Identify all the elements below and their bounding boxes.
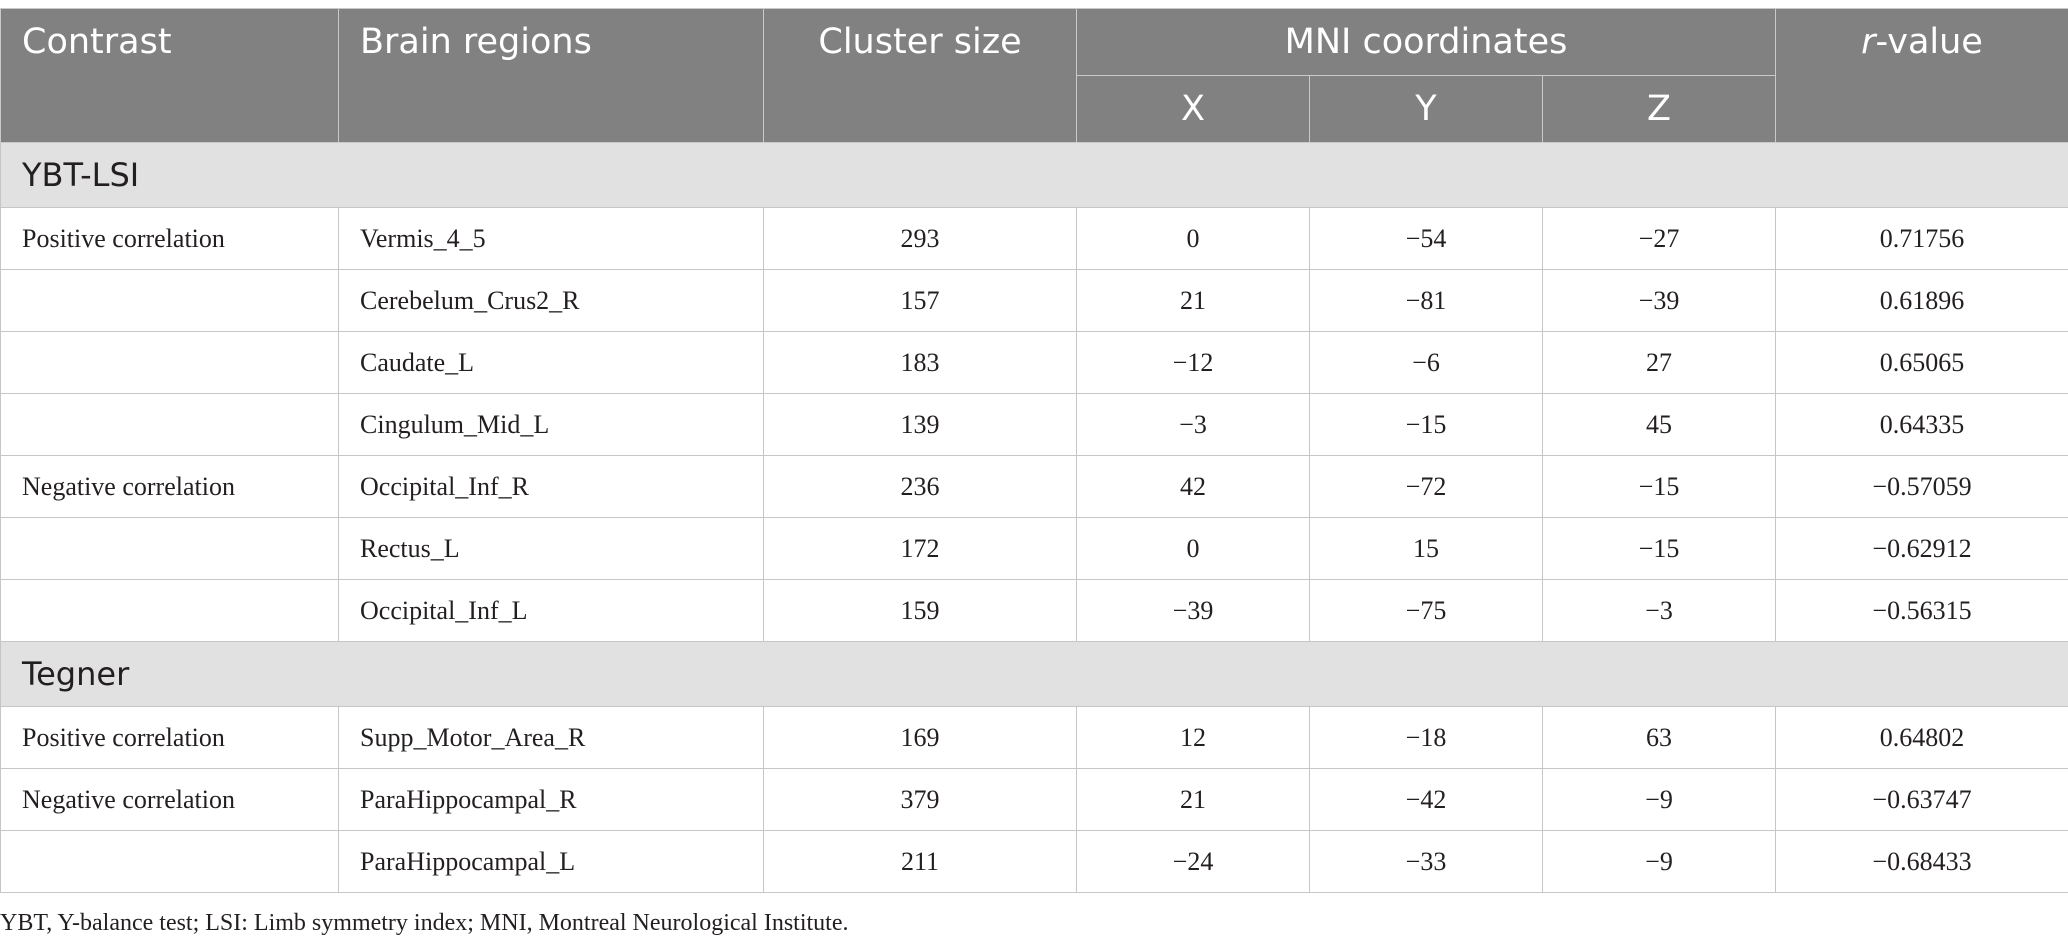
r-value-cell: −0.62912 <box>1775 517 2068 580</box>
section-row: YBT-LSI <box>0 142 2068 208</box>
brain-region-cell: Cingulum_Mid_L <box>338 393 764 456</box>
mni-z-cell: 63 <box>1542 706 1776 769</box>
mni-x-cell: 21 <box>1076 768 1310 831</box>
table-row: Caudate_L 183 −12 −6 27 0.65065 <box>0 331 2068 394</box>
table-row: ParaHippocampal_L 211 −24 −33 −9 −0.68433 <box>0 830 2068 893</box>
cluster-size-cell: 379 <box>763 768 1077 831</box>
mni-x-cell: −3 <box>1076 393 1310 456</box>
header-contrast: Contrast <box>0 8 339 143</box>
cluster-size-cell: 139 <box>763 393 1077 456</box>
contrast-cell <box>0 269 339 332</box>
r-value-cell: 0.61896 <box>1775 269 2068 332</box>
mni-y-cell: −18 <box>1309 706 1543 769</box>
cluster-size-cell: 183 <box>763 331 1077 394</box>
mni-z-cell: 45 <box>1542 393 1776 456</box>
mni-z-cell: −9 <box>1542 830 1776 893</box>
table-row: Positive correlation Supp_Motor_Area_R 169… <box>0 706 2068 769</box>
table-footnote: YBT, Y-balance test; LSI: Limb symmetry … <box>0 910 849 936</box>
table-header: Contrast Brain regions Cluster size MNI … <box>0 8 2068 143</box>
mni-y-cell: −81 <box>1309 269 1543 332</box>
header-r-letter: r <box>1861 22 1876 62</box>
header-mni-coordinates: MNI coordinates <box>1076 8 1776 76</box>
brain-region-cell: Occipital_Inf_L <box>338 579 764 642</box>
contrast-cell: Negative correlation <box>0 768 339 831</box>
cluster-size-cell: 293 <box>763 207 1077 270</box>
table-row: Cingulum_Mid_L 139 −3 −15 45 0.64335 <box>0 393 2068 456</box>
mni-x-cell: −39 <box>1076 579 1310 642</box>
table-row: Negative correlation ParaHippocampal_R 379… <box>0 768 2068 831</box>
header-brain-regions: Brain regions <box>338 8 764 143</box>
header-cluster-size: Cluster size <box>763 8 1077 143</box>
brain-region-cell: Caudate_L <box>338 331 764 394</box>
table-row: Rectus_L 172 0 15 −15 −0.62912 <box>0 517 2068 580</box>
section-title: YBT-LSI <box>0 142 2068 208</box>
mni-z-cell: −15 <box>1542 517 1776 580</box>
section-title: Tegner <box>0 641 2068 707</box>
contrast-cell <box>0 393 339 456</box>
mni-x-cell: 0 <box>1076 517 1310 580</box>
brain-region-cell: ParaHippocampal_R <box>338 768 764 831</box>
brain-region-cell: ParaHippocampal_L <box>338 830 764 893</box>
mni-x-cell: 0 <box>1076 207 1310 270</box>
contrast-cell: Positive correlation <box>0 207 339 270</box>
brain-region-cell: Supp_Motor_Area_R <box>338 706 764 769</box>
cluster-size-cell: 157 <box>763 269 1077 332</box>
cluster-size-cell: 169 <box>763 706 1077 769</box>
section-row: Tegner <box>0 641 2068 707</box>
mni-z-cell: 27 <box>1542 331 1776 394</box>
mni-z-cell: −15 <box>1542 455 1776 518</box>
cluster-size-cell: 211 <box>763 830 1077 893</box>
mni-x-cell: 42 <box>1076 455 1310 518</box>
brain-region-cell: Cerebelum_Crus2_R <box>338 269 764 332</box>
contrast-cell: Positive correlation <box>0 706 339 769</box>
contrast-cell <box>0 331 339 394</box>
r-value-cell: −0.57059 <box>1775 455 2068 518</box>
mni-y-cell: 15 <box>1309 517 1543 580</box>
contrast-cell <box>0 830 339 893</box>
table-row: Cerebelum_Crus2_R 157 21 −81 −39 0.61896 <box>0 269 2068 332</box>
table-row: Negative correlation Occipital_Inf_R 236 42… <box>0 455 2068 518</box>
header-z: Z <box>1542 75 1776 143</box>
mni-z-cell: −3 <box>1542 579 1776 642</box>
mni-y-cell: −54 <box>1309 207 1543 270</box>
results-table: Contrast Brain regions Cluster size MNI … <box>0 8 2068 893</box>
mni-z-cell: −39 <box>1542 269 1776 332</box>
r-value-cell: 0.65065 <box>1775 331 2068 394</box>
mni-x-cell: −12 <box>1076 331 1310 394</box>
r-value-cell: −0.56315 <box>1775 579 2068 642</box>
mni-y-cell: −42 <box>1309 768 1543 831</box>
header-x: X <box>1076 75 1310 143</box>
brain-region-cell: Vermis_4_5 <box>338 207 764 270</box>
cluster-size-cell: 172 <box>763 517 1077 580</box>
mni-z-cell: −27 <box>1542 207 1776 270</box>
mni-y-cell: −6 <box>1309 331 1543 394</box>
brain-region-cell: Occipital_Inf_R <box>338 455 764 518</box>
cluster-size-cell: 159 <box>763 579 1077 642</box>
contrast-cell <box>0 517 339 580</box>
contrast-cell: Negative correlation <box>0 455 339 518</box>
brain-region-cell: Rectus_L <box>338 517 764 580</box>
mni-y-cell: −15 <box>1309 393 1543 456</box>
header-r-value: r-value <box>1775 8 2068 143</box>
mni-x-cell: −24 <box>1076 830 1310 893</box>
mni-z-cell: −9 <box>1542 768 1776 831</box>
r-value-cell: −0.68433 <box>1775 830 2068 893</box>
header-y: Y <box>1309 75 1543 143</box>
mni-y-cell: −33 <box>1309 830 1543 893</box>
r-value-cell: 0.71756 <box>1775 207 2068 270</box>
mni-x-cell: 21 <box>1076 269 1310 332</box>
mni-y-cell: −72 <box>1309 455 1543 518</box>
r-value-cell: 0.64335 <box>1775 393 2068 456</box>
mni-x-cell: 12 <box>1076 706 1310 769</box>
table-row: Occipital_Inf_L 159 −39 −75 −3 −0.56315 <box>0 579 2068 642</box>
table-row: Positive correlation Vermis_4_5 293 0 −54 −27… <box>0 207 2068 270</box>
header-r-suffix: -value <box>1875 22 1983 62</box>
mni-y-cell: −75 <box>1309 579 1543 642</box>
r-value-cell: −0.63747 <box>1775 768 2068 831</box>
r-value-cell: 0.64802 <box>1775 706 2068 769</box>
cluster-size-cell: 236 <box>763 455 1077 518</box>
contrast-cell <box>0 579 339 642</box>
table-body: YBT-LSI Positive correlation Vermis_4_5 293… <box>0 142 2068 893</box>
